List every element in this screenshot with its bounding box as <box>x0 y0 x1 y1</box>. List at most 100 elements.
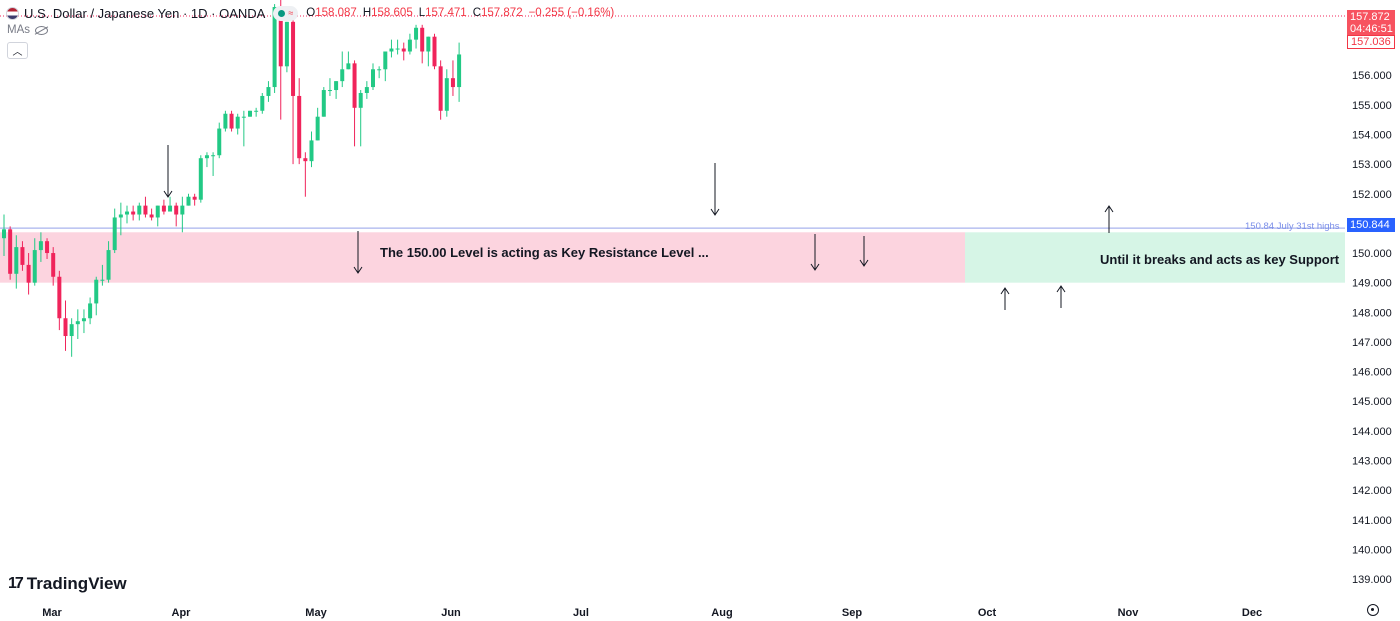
candle <box>420 24 425 64</box>
candle-body <box>20 247 25 265</box>
candle-body <box>51 253 56 277</box>
candle <box>26 253 31 295</box>
candle-body <box>266 87 271 96</box>
support-annotation[interactable]: Until it breaks and acts as key Support <box>1100 252 1340 267</box>
candle <box>248 110 252 117</box>
price-tick-label: 139.000 <box>1352 574 1392 586</box>
candle <box>81 309 86 334</box>
collapse-legend-button[interactable]: ︿ <box>7 42 28 59</box>
candle-body <box>168 205 173 212</box>
arrow-head <box>810 263 820 271</box>
time-scale[interactable]: Mar Apr May Jun Jul Aug Sep Oct Nov Dec <box>42 607 1262 619</box>
candle-body <box>118 214 123 218</box>
candle <box>14 235 19 289</box>
candle <box>426 36 431 67</box>
candle <box>155 205 160 227</box>
candle-body <box>235 116 240 129</box>
candle-body <box>88 303 93 319</box>
candle <box>131 205 136 221</box>
wave-icon: ≈ <box>288 7 294 18</box>
candle <box>303 152 308 197</box>
candle <box>143 196 148 218</box>
candle-body <box>334 81 339 91</box>
candle <box>284 21 289 73</box>
levels-layer <box>0 15 1345 229</box>
candle-body <box>217 128 222 156</box>
candle <box>414 24 419 49</box>
candle <box>401 42 406 61</box>
resistance-annotation[interactable]: The 150.00 Level is acting as Key Resist… <box>380 245 709 260</box>
time-tick-label: Sep <box>842 607 862 619</box>
candle-body <box>161 205 166 212</box>
candle-body <box>371 69 375 88</box>
ohlc-close: C157.872 <box>472 7 523 19</box>
candle <box>407 33 412 55</box>
price-tick-label: 146.000 <box>1352 367 1392 379</box>
brand-name: TradingView <box>26 574 127 593</box>
market-status-pill[interactable]: ≈ <box>273 5 299 21</box>
price-tick-label: 154.000 <box>1352 129 1392 141</box>
arrows-layer <box>163 145 1114 310</box>
indicator-legend[interactable]: MAs <box>7 24 48 36</box>
candle-body <box>248 110 252 117</box>
candle-body <box>278 7 283 67</box>
resistance-zone <box>0 232 965 283</box>
candle-body <box>45 241 50 254</box>
level-line-label: 150.84 July 31st highs <box>1245 221 1340 232</box>
arrow-head <box>1104 205 1114 213</box>
candle-body <box>444 78 449 111</box>
candle <box>457 42 462 102</box>
candle <box>223 110 228 132</box>
candle-body <box>457 54 462 88</box>
price-scale[interactable]: 156.000155.000154.000153.000152.000151.0… <box>1352 70 1392 586</box>
countdown-badge: 04:46:51 <box>1347 22 1395 36</box>
zones-layer <box>0 232 1345 283</box>
candle <box>395 39 400 55</box>
candle-body <box>383 51 388 70</box>
candle <box>2 214 6 257</box>
candle-body <box>38 241 43 251</box>
ohlc-change: −0.255 (−0.16%) <box>528 7 615 19</box>
arrow-head <box>1000 287 1010 295</box>
candle-body <box>26 264 31 283</box>
candle-body <box>143 205 148 215</box>
candle-body <box>174 205 179 215</box>
price-tick-label: 156.000 <box>1352 70 1392 82</box>
down-arrow-icon <box>859 236 869 267</box>
symbol-title[interactable]: U.S. Dollar / Japanese Yen · 1D · OANDA <box>24 5 266 21</box>
candle-body <box>198 158 203 200</box>
candle <box>137 202 142 221</box>
candle <box>100 264 105 286</box>
candle <box>45 238 50 259</box>
settings-gear-icon[interactable] <box>1367 604 1379 616</box>
price-tick-label: 144.000 <box>1352 426 1392 438</box>
price-tick-label: 148.000 <box>1352 307 1392 319</box>
candle-body <box>377 69 382 71</box>
candle <box>241 110 246 147</box>
candle-body <box>321 90 326 117</box>
candle <box>8 226 13 280</box>
candle <box>75 309 80 339</box>
candle-body <box>364 87 369 93</box>
candle-body <box>284 21 289 67</box>
candle <box>297 78 302 165</box>
time-tick-label: Mar <box>42 607 62 619</box>
candle-body <box>309 140 314 162</box>
price-tick-label: 143.000 <box>1352 456 1392 468</box>
candle <box>217 122 222 159</box>
candle <box>174 202 179 227</box>
candle <box>118 202 123 236</box>
candle-body <box>438 66 443 111</box>
hidden-eye-icon[interactable] <box>35 25 48 35</box>
candle-body <box>69 324 74 337</box>
candle <box>32 238 37 286</box>
candle-body <box>192 196 197 200</box>
candle <box>88 297 93 325</box>
candle-body <box>358 92 363 108</box>
candle <box>377 66 382 79</box>
candle <box>389 39 394 58</box>
price-tick-label: 149.000 <box>1352 278 1392 290</box>
candle <box>69 318 74 357</box>
candle <box>186 193 191 206</box>
